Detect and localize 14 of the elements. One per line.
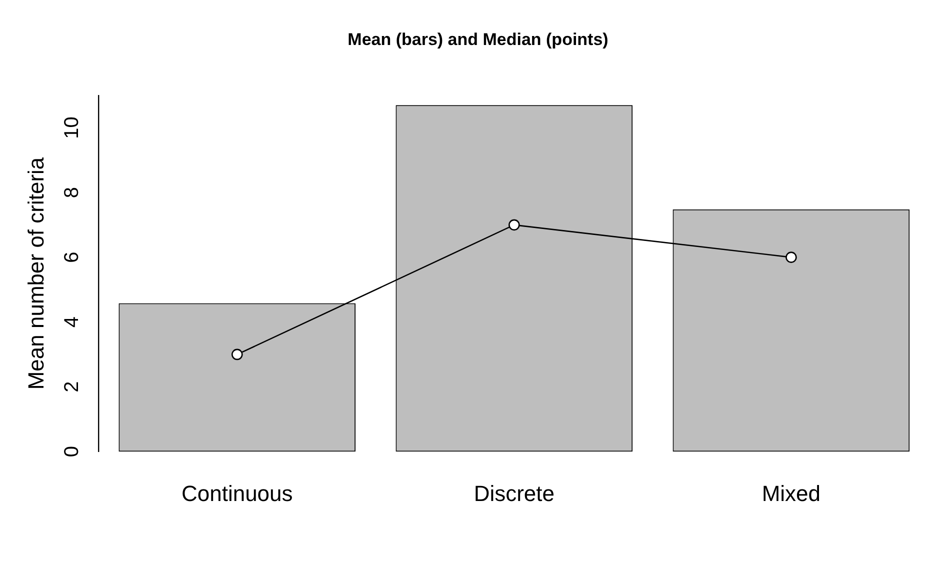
y-tick-label: 10 <box>61 116 84 139</box>
y-tick-label: 4 <box>61 316 84 328</box>
point <box>508 219 520 231</box>
point <box>786 252 797 263</box>
y-tick-label: 2 <box>61 381 84 392</box>
y-tick-label: 0 <box>61 446 84 458</box>
y-axis-title: Mean number of criteria <box>23 156 48 390</box>
x-tick-label: Mixed <box>762 480 821 506</box>
chart-title: Mean (bars) and Median (points) <box>348 30 608 49</box>
x-tick-label: Continuous <box>181 480 293 506</box>
y-tick-label: 6 <box>61 252 84 263</box>
y-tick-label: 8 <box>61 186 84 198</box>
x-tick-label: Discrete <box>474 480 555 506</box>
point <box>231 348 243 360</box>
